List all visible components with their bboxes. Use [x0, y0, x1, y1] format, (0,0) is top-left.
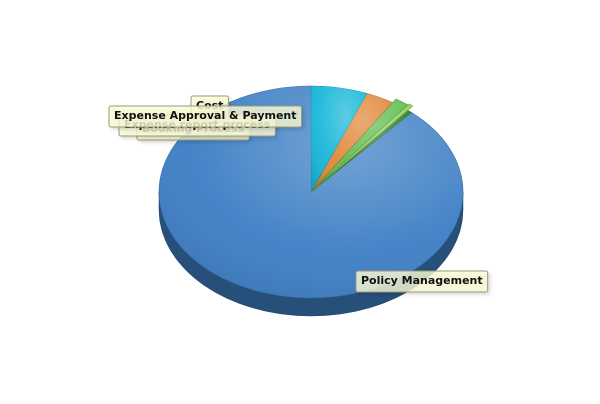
data-label-expense-approval-payment: Expense Approval & Payment	[108, 105, 304, 129]
svg-text:Policy Management: Policy Management	[361, 274, 483, 287]
pie-slice-highlight	[311, 110, 412, 192]
pie-slice-highlight	[316, 103, 413, 188]
data-label-policy-management: Policy Management	[355, 270, 490, 294]
pie-slice-highlight	[311, 86, 367, 192]
pie-slice-highlight	[311, 93, 393, 192]
svg-text:Expense Approval & Payment: Expense Approval & Payment	[114, 109, 297, 122]
pie-slice-highlight	[314, 99, 408, 189]
